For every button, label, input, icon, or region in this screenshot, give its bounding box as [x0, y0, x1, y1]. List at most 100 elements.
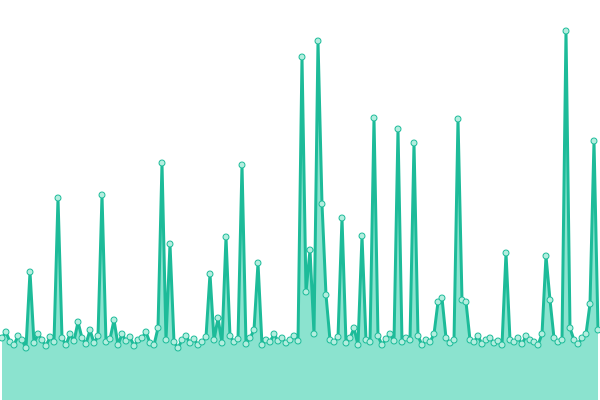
- point: [306, 246, 314, 254]
- point: [158, 159, 166, 167]
- point: [238, 161, 246, 169]
- point: [318, 200, 326, 208]
- point: [370, 114, 378, 122]
- point: [214, 314, 222, 322]
- point: [426, 338, 434, 346]
- point: [470, 338, 478, 346]
- point: [534, 341, 542, 349]
- point: [310, 330, 318, 338]
- point: [218, 339, 226, 347]
- point: [246, 334, 254, 342]
- point: [0, 334, 6, 342]
- point: [114, 341, 122, 349]
- point: [106, 335, 114, 343]
- point: [294, 337, 302, 345]
- point: [394, 125, 402, 133]
- point: [94, 332, 102, 340]
- point: [566, 324, 574, 332]
- point: [202, 333, 210, 341]
- point: [270, 330, 278, 338]
- point: [582, 330, 590, 338]
- point: [10, 341, 18, 349]
- point: [414, 332, 422, 340]
- point: [38, 336, 46, 344]
- point: [442, 334, 450, 342]
- point: [338, 214, 346, 222]
- point: [570, 336, 578, 344]
- point: [206, 270, 214, 278]
- point: [450, 336, 458, 344]
- point: [510, 338, 518, 346]
- point: [334, 333, 342, 341]
- point: [46, 333, 54, 341]
- point: [166, 240, 174, 248]
- point: [518, 340, 526, 348]
- point: [82, 340, 90, 348]
- point: [354, 341, 362, 349]
- point: [550, 334, 558, 342]
- point: [162, 336, 170, 344]
- point: [126, 333, 134, 341]
- point: [538, 330, 546, 338]
- point: [494, 337, 502, 345]
- point: [250, 326, 258, 334]
- point: [374, 332, 382, 340]
- point: [110, 316, 118, 324]
- point: [2, 328, 10, 336]
- point: [142, 328, 150, 336]
- point: [98, 191, 106, 199]
- point: [290, 332, 298, 340]
- point: [314, 37, 322, 45]
- point: [558, 336, 566, 344]
- point: [302, 288, 310, 296]
- point: [390, 337, 398, 345]
- point: [454, 115, 462, 123]
- point: [498, 341, 506, 349]
- point: [378, 341, 386, 349]
- point: [154, 324, 162, 332]
- point: [322, 291, 330, 299]
- point: [174, 344, 182, 352]
- point: [386, 330, 394, 338]
- point: [62, 341, 70, 349]
- point: [474, 332, 482, 340]
- point: [226, 332, 234, 340]
- point: [486, 334, 494, 342]
- point: [330, 338, 338, 346]
- point: [418, 341, 426, 349]
- point: [298, 53, 306, 61]
- point: [74, 318, 82, 326]
- point: [382, 335, 390, 343]
- point: [178, 336, 186, 344]
- point: [286, 336, 294, 344]
- point: [78, 334, 86, 342]
- point: [222, 233, 230, 241]
- point: [182, 332, 190, 340]
- point: [586, 300, 594, 308]
- point: [514, 334, 522, 342]
- point: [190, 335, 198, 343]
- point: [42, 342, 50, 350]
- point: [90, 339, 98, 347]
- point: [590, 137, 598, 145]
- point: [210, 336, 218, 344]
- point: [170, 338, 178, 346]
- point: [574, 340, 582, 348]
- point: [438, 294, 446, 302]
- point: [546, 296, 554, 304]
- point: [234, 335, 242, 343]
- point: [66, 330, 74, 338]
- point: [22, 344, 30, 352]
- point: [138, 334, 146, 342]
- point: [278, 334, 286, 342]
- point: [258, 341, 266, 349]
- point: [86, 326, 94, 334]
- point: [350, 324, 358, 332]
- point: [26, 268, 34, 276]
- point: [342, 339, 350, 347]
- point: [410, 139, 418, 147]
- point: [242, 340, 250, 348]
- point: [34, 330, 42, 338]
- point: [578, 334, 586, 342]
